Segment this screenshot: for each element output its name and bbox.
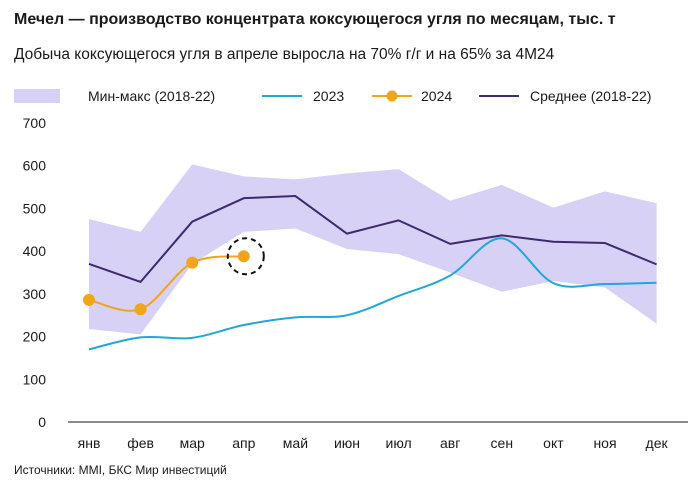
legend: Мин-макс (2018-22) 2023 2024 Среднее (2018-… [14,88,651,104]
y-tick-label: 500 [23,200,47,216]
x-tick-label: мар [180,435,205,451]
x-tick-label: фев [127,435,154,451]
average-line [88,195,657,283]
line-2024 [88,255,244,312]
y-tick-label: 600 [23,158,47,174]
legend-swatch-2024-marker [386,90,398,102]
chart-title: Мечел — производство концентрата коксующ… [14,11,616,28]
point-2024 [134,303,147,316]
legend-label-2023: 2023 [313,88,344,104]
x-tick-label: июл [386,435,412,451]
y-tick-label: 300 [23,286,47,302]
x-tick-label: янв [78,435,101,451]
x-tick-label: ноя [593,435,616,451]
point-2024 [237,250,250,263]
x-tick-label: сен [491,435,514,451]
legend-label-band: Мин-макс (2018-22) [88,88,215,104]
x-tick-label: окт [543,435,564,451]
x-tick-label: июн [334,435,360,451]
point-2024 [186,256,199,269]
legend-label-average: Среднее (2018-22) [530,88,651,104]
x-tick-label: апр [232,435,255,451]
points-2024 [83,250,250,316]
x-tick-label: май [283,435,308,451]
x-tick-label: дек [646,435,669,451]
min-max-band [89,164,657,335]
x-tick-label: авг [440,435,460,451]
legend-label-2024: 2024 [421,88,452,104]
source-note: Источники: MMI, БКС Мир инвестиций [14,463,227,477]
legend-swatch-band [14,89,60,103]
y-axis: 0 100 200 300 400 500 600 700 [23,115,47,430]
y-tick-label: 200 [23,329,47,345]
point-2024 [83,293,95,306]
chart-subtitle: Добыча коксующегося угля в апреле выросл… [14,46,555,63]
line-2023 [88,237,657,351]
y-tick-label: 400 [23,243,47,259]
y-tick-label: 700 [23,115,47,131]
y-tick-label: 0 [38,414,46,430]
highlight-circle [226,237,265,276]
x-axis: янв фев мар апр май июн июл авг сен окт ноя дек [68,421,688,451]
y-tick-label: 100 [23,371,47,387]
